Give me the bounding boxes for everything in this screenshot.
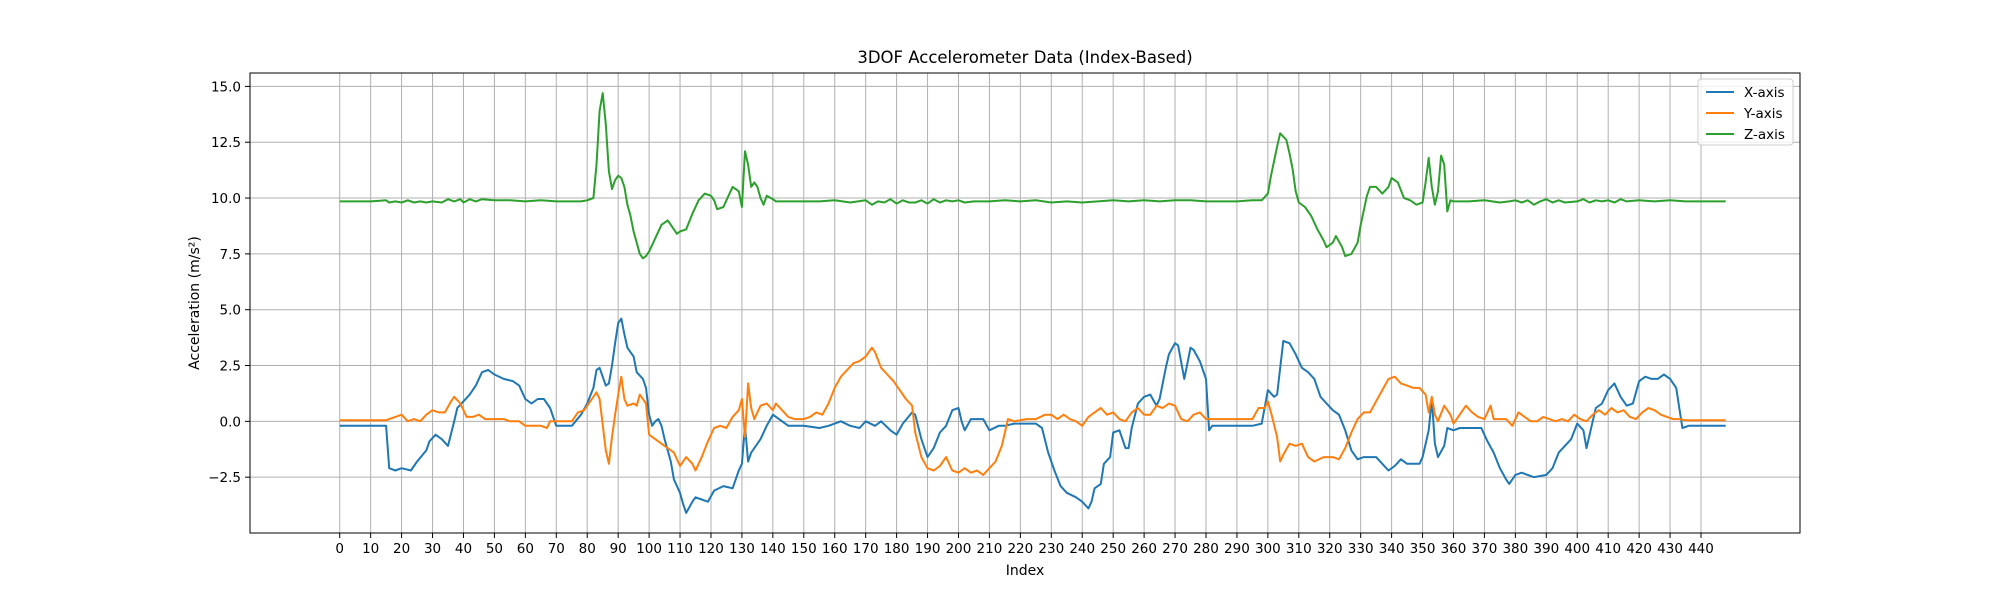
x-tick-label: 200 [946, 541, 972, 557]
y-axis-label: Acceleration (m/s²) [187, 236, 203, 370]
x-tick-label: 30 [424, 541, 441, 557]
x-tick-label: 290 [1224, 541, 1250, 557]
x-axis-label: Index [1006, 563, 1045, 579]
x-tick-label: 130 [729, 541, 755, 557]
x-tick-label: 220 [1007, 541, 1033, 557]
x-tick-label: 140 [760, 541, 786, 557]
x-tick-label: 430 [1657, 541, 1683, 557]
x-tick-label: 270 [1162, 541, 1188, 557]
y-tick-label: 10.0 [211, 191, 241, 207]
legend-label: X-axis [1744, 85, 1785, 101]
plot-frame [249, 72, 1801, 534]
x-tick-label: 440 [1688, 541, 1714, 557]
x-tick-label: 330 [1348, 541, 1374, 557]
x-tick-label: 310 [1286, 541, 1312, 557]
legend: X-axis Y-axis Z-axis [1697, 78, 1794, 146]
x-tick-label: 320 [1317, 541, 1343, 557]
x-tick-label: 340 [1379, 541, 1405, 557]
x-tick-label: 360 [1441, 541, 1467, 557]
x-tick-label: 60 [517, 541, 534, 557]
axis-ticks: 0 10 20 30 40 50 60 70 80 90 100 110 120 130 140 150 160… [208, 79, 1714, 557]
x-tick-label: 390 [1533, 541, 1559, 557]
y-tick-label: 0.0 [220, 414, 241, 430]
x-tick-label: 90 [610, 541, 627, 557]
y-tick-label: 5.0 [220, 303, 241, 319]
y-tick-label: 15.0 [211, 79, 241, 95]
x-tick-label: 190 [915, 541, 941, 557]
x-tick-label: 350 [1410, 541, 1436, 557]
y-tick-label: 12.5 [211, 135, 241, 151]
x-tick-label: 50 [486, 541, 503, 557]
y-tick-label: −2.5 [208, 470, 241, 486]
x-tick-label: 250 [1100, 541, 1126, 557]
legend-label: Y-axis [1743, 106, 1783, 122]
x-tick-label: 100 [636, 541, 662, 557]
x-tick-label: 210 [977, 541, 1003, 557]
x-tick-label: 160 [822, 541, 848, 557]
y-tick-label: 7.5 [220, 247, 241, 263]
x-tick-label: 10 [362, 541, 379, 557]
x-tick-label: 410 [1595, 541, 1621, 557]
x-tick-label: 370 [1472, 541, 1498, 557]
x-tick-label: 80 [579, 541, 596, 557]
x-tick-label: 260 [1131, 541, 1157, 557]
x-tick-label: 150 [791, 541, 817, 557]
x-tick-label: 300 [1255, 541, 1281, 557]
x-tick-label: 400 [1564, 541, 1590, 557]
series-lines [339, 92, 1726, 514]
x-tick-label: 40 [455, 541, 472, 557]
series-line-x-axis [339, 317, 1726, 514]
x-tick-label: 380 [1502, 541, 1528, 557]
x-tick-label: 0 [335, 541, 344, 557]
x-tick-label: 420 [1626, 541, 1652, 557]
x-tick-label: 170 [853, 541, 879, 557]
x-tick-label: 20 [393, 541, 410, 557]
x-tick-label: 110 [667, 541, 693, 557]
chart-title: 3DOF Accelerometer Data (Index-Based) [857, 48, 1192, 67]
legend-label: Z-axis [1744, 127, 1785, 143]
x-tick-label: 70 [548, 541, 565, 557]
x-tick-label: 240 [1069, 541, 1095, 557]
x-tick-label: 230 [1038, 541, 1064, 557]
series-line-z-axis [339, 92, 1726, 260]
series-line-y-axis [339, 346, 1726, 476]
y-tick-label: 2.5 [220, 359, 241, 375]
legend-box [1697, 78, 1794, 146]
x-tick-label: 120 [698, 541, 724, 557]
x-tick-label: 180 [884, 541, 910, 557]
x-tick-label: 280 [1193, 541, 1219, 557]
